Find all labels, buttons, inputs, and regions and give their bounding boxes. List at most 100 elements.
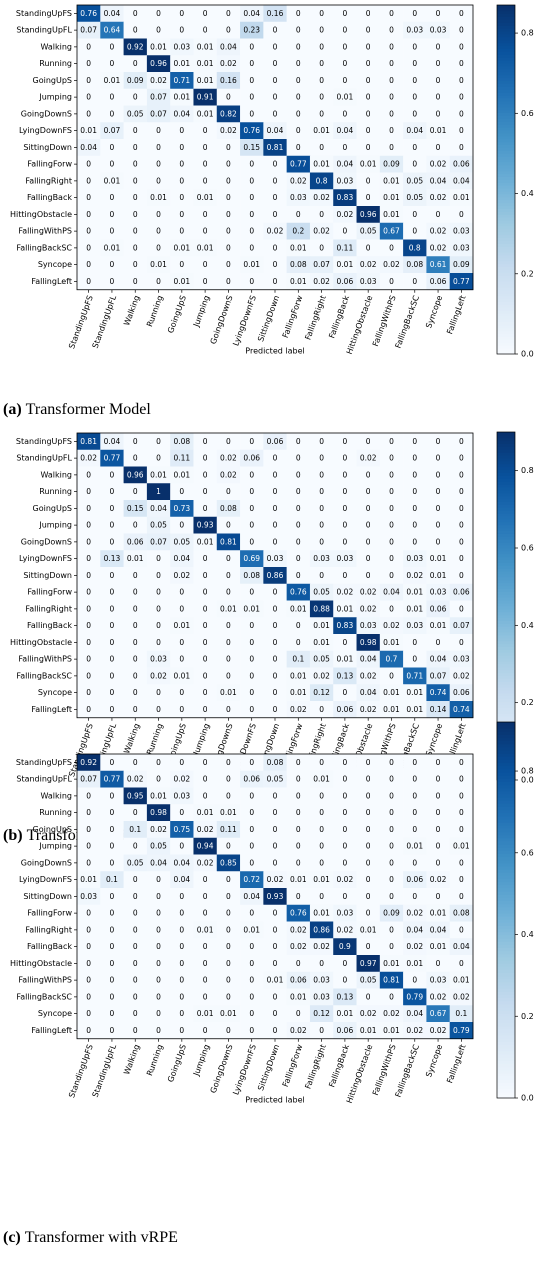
cell <box>356 189 381 207</box>
cell-value: 0.03 <box>267 554 284 563</box>
cell <box>240 787 264 805</box>
cell-value: 0 <box>110 825 115 834</box>
cell-value: 0 <box>203 791 208 800</box>
x-tick-label: GoingDownS <box>209 294 235 345</box>
colorbar-step <box>497 501 515 505</box>
cell <box>263 449 287 467</box>
cell <box>403 1022 427 1040</box>
colorbar-step <box>497 118 515 122</box>
cell <box>240 921 264 939</box>
colorbar-step <box>497 853 515 858</box>
cell <box>449 634 474 652</box>
cell-value: 0 <box>203 470 208 479</box>
cell-value: 0.01 <box>197 59 214 68</box>
cell <box>146 904 171 922</box>
cell-value: 0 <box>296 504 301 513</box>
cell-value: 0 <box>226 260 231 269</box>
cell <box>216 222 241 240</box>
cell <box>123 921 148 939</box>
colorbar-step <box>497 693 515 697</box>
cell <box>403 804 427 822</box>
cell-value: 0 <box>319 243 324 252</box>
cell <box>426 904 451 922</box>
cell-value: 0 <box>459 109 464 118</box>
cell-value: 0 <box>226 26 231 35</box>
cell <box>403 1005 427 1023</box>
cell-value: 0.01 <box>337 604 354 613</box>
cell-value: 0 <box>366 758 371 767</box>
cell-value: 0.05 <box>267 775 284 784</box>
cell-value: 0 <box>319 487 324 496</box>
cell <box>356 938 381 956</box>
cell <box>77 754 101 772</box>
cell <box>449 1022 474 1040</box>
colorbar-step <box>497 559 515 563</box>
cell-value: 0 <box>86 59 91 68</box>
cell-value: 0.01 <box>313 126 330 135</box>
cell <box>216 904 241 922</box>
cell <box>77 854 101 872</box>
cell <box>100 105 124 123</box>
colorbar-step <box>497 275 515 279</box>
colorbar-step <box>497 859 515 864</box>
cell-value: 0.02 <box>267 875 284 884</box>
colorbar-step <box>497 884 515 889</box>
cell-value: 0.01 <box>197 109 214 118</box>
cell <box>240 155 264 173</box>
cell-value: 0 <box>86 791 91 800</box>
cell-value: 0 <box>156 243 161 252</box>
cell-value: 0.02 <box>290 705 307 714</box>
y-tick-label: SittingDown <box>23 892 72 901</box>
colorbar-step <box>497 1054 515 1058</box>
cell <box>216 938 241 956</box>
cell-value: 0 <box>110 210 115 219</box>
cell <box>240 206 264 224</box>
cell <box>333 449 357 467</box>
cell-value: 0 <box>133 892 138 901</box>
colorbar-step <box>497 722 515 726</box>
cell <box>286 88 311 106</box>
colorbar-step <box>497 991 515 995</box>
colorbar-step <box>497 182 515 186</box>
cell <box>77 72 101 90</box>
colorbar-step <box>497 831 515 836</box>
cell <box>403 617 427 635</box>
colorbar-step <box>497 243 515 247</box>
cell-value: 0 <box>249 976 254 985</box>
cell <box>77 189 101 207</box>
cell-value: 0 <box>226 892 231 901</box>
cell <box>240 189 264 207</box>
cell <box>77 888 101 906</box>
cell-value: 0.01 <box>337 1009 354 1018</box>
cell <box>240 500 264 518</box>
cell <box>240 122 264 140</box>
cell <box>263 754 287 772</box>
cell <box>379 533 404 551</box>
cell-value: 0 <box>249 193 254 202</box>
cell <box>333 971 357 989</box>
y-tick-label: HittingObstacle <box>10 638 72 647</box>
cell <box>379 821 404 839</box>
cell-value: 0 <box>296 1009 301 1018</box>
cell <box>123 787 148 805</box>
cell-value: 0 <box>133 705 138 714</box>
cell <box>263 904 287 922</box>
cell <box>449 21 474 39</box>
cell-value: 0.07 <box>150 537 167 546</box>
cell-value: 0 <box>86 521 91 530</box>
cell-value: 0 <box>226 210 231 219</box>
cell <box>100 5 124 23</box>
cell <box>216 888 241 906</box>
cell <box>146 72 171 90</box>
cell-value: 0.03 <box>430 588 447 597</box>
colorbar-step <box>497 1038 515 1042</box>
cell-value: 0.01 <box>290 875 307 884</box>
x-tick-label: FallingWithPS <box>371 294 398 347</box>
cell-value: 0.01 <box>197 537 214 546</box>
colorbar-step <box>497 461 515 465</box>
cell <box>286 787 311 805</box>
cell-value: 0.01 <box>383 688 400 697</box>
colorbar-step <box>497 759 515 764</box>
cell <box>263 105 287 123</box>
cell-value: 0 <box>226 193 231 202</box>
